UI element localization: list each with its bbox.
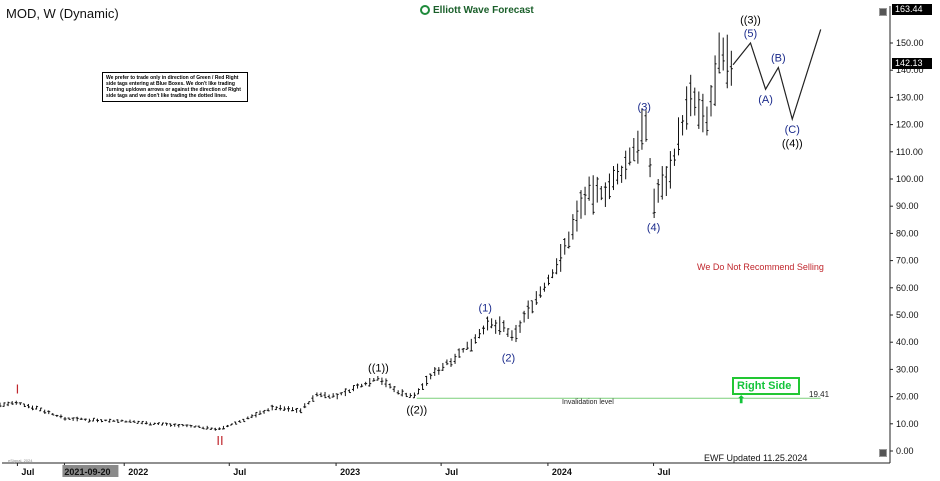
no-sell-note: We Do Not Recommend Selling — [697, 262, 824, 272]
brand-logo: Elliott Wave Forecast — [420, 5, 534, 16]
y-tick-label: 80.00 — [896, 228, 919, 238]
invalidation-label: Invalidation level — [562, 399, 614, 406]
brand-name: Elliott Wave Forecast — [433, 5, 534, 16]
y-tick-label: 50.00 — [896, 310, 919, 320]
y-tick-label: 140.00 — [896, 65, 924, 75]
x-tick-label: Jul — [445, 467, 458, 477]
x-tick-label: Jul — [658, 467, 671, 477]
y-tick-label: 150.00 — [896, 38, 924, 48]
y-tick-label: 130.00 — [896, 92, 924, 102]
invalidation-value: 19.41 — [809, 390, 830, 399]
chart-menu-button[interactable] — [879, 8, 887, 16]
chart-corner-button[interactable] — [879, 449, 887, 457]
wave-label: (B) — [771, 52, 786, 64]
y-tick-label: 0.00 — [896, 446, 914, 456]
x-tick-label: Jul — [21, 467, 34, 477]
y-tick-label: 110.00 — [896, 147, 923, 157]
y-tick-label: 120.00 — [896, 120, 924, 130]
y-tick-label: 30.00 — [896, 364, 919, 374]
wave-label: (3) — [638, 101, 651, 113]
y-tick-label: 10.00 — [896, 419, 919, 429]
wave-label: ((3)) — [740, 14, 761, 26]
right-side-label: Right Side — [737, 380, 792, 392]
x-tick-label: 2022 — [128, 467, 148, 477]
x-tick-label: 2021-09-20 — [64, 467, 110, 477]
y-tick-label: 40.00 — [896, 337, 919, 347]
x-tick-label: 2024 — [552, 467, 572, 477]
chart-title: MOD, W (Dynamic) — [6, 6, 119, 21]
updated-note: EWF Updated 11.25.2024 — [704, 453, 808, 463]
wave-label: (A) — [758, 94, 773, 106]
wave-label: I — [16, 381, 20, 396]
wave-label: (5) — [744, 28, 757, 40]
wave-label: (C) — [785, 124, 800, 136]
x-tick-label: 2023 — [340, 467, 360, 477]
y-tick-label: 20.00 — [896, 392, 919, 402]
y-tick-label: 90.00 — [896, 201, 919, 211]
wave-logo-icon — [420, 5, 430, 15]
wave-label: (2) — [502, 353, 515, 365]
wave-label: (1) — [479, 303, 492, 315]
wave-label: (4) — [647, 222, 660, 234]
x-highlight-box — [62, 465, 119, 477]
esignal-credit: eSignal, 2024 — [8, 458, 33, 463]
wave-label: ((2)) — [406, 404, 427, 416]
y-tick-label: 60.00 — [896, 283, 919, 293]
current-price-tag: 163.44 — [892, 4, 932, 15]
wave-label: ((4)) — [782, 138, 803, 150]
wave-label: II — [216, 433, 223, 448]
projection-path — [732, 29, 822, 122]
up-arrow-icon: ⬆ — [737, 395, 746, 406]
y-tick-label: 70.00 — [896, 256, 919, 266]
wave-label: ((1)) — [368, 363, 389, 375]
right-side-tag: Right Side ⬆ — [732, 377, 800, 406]
y-tick-label: 100.00 — [896, 174, 924, 184]
trading-disclaimer: We prefer to trade only in direction of … — [102, 72, 248, 102]
last-price-tag: 142.13 — [892, 58, 932, 69]
x-tick-label: Jul — [233, 467, 246, 477]
